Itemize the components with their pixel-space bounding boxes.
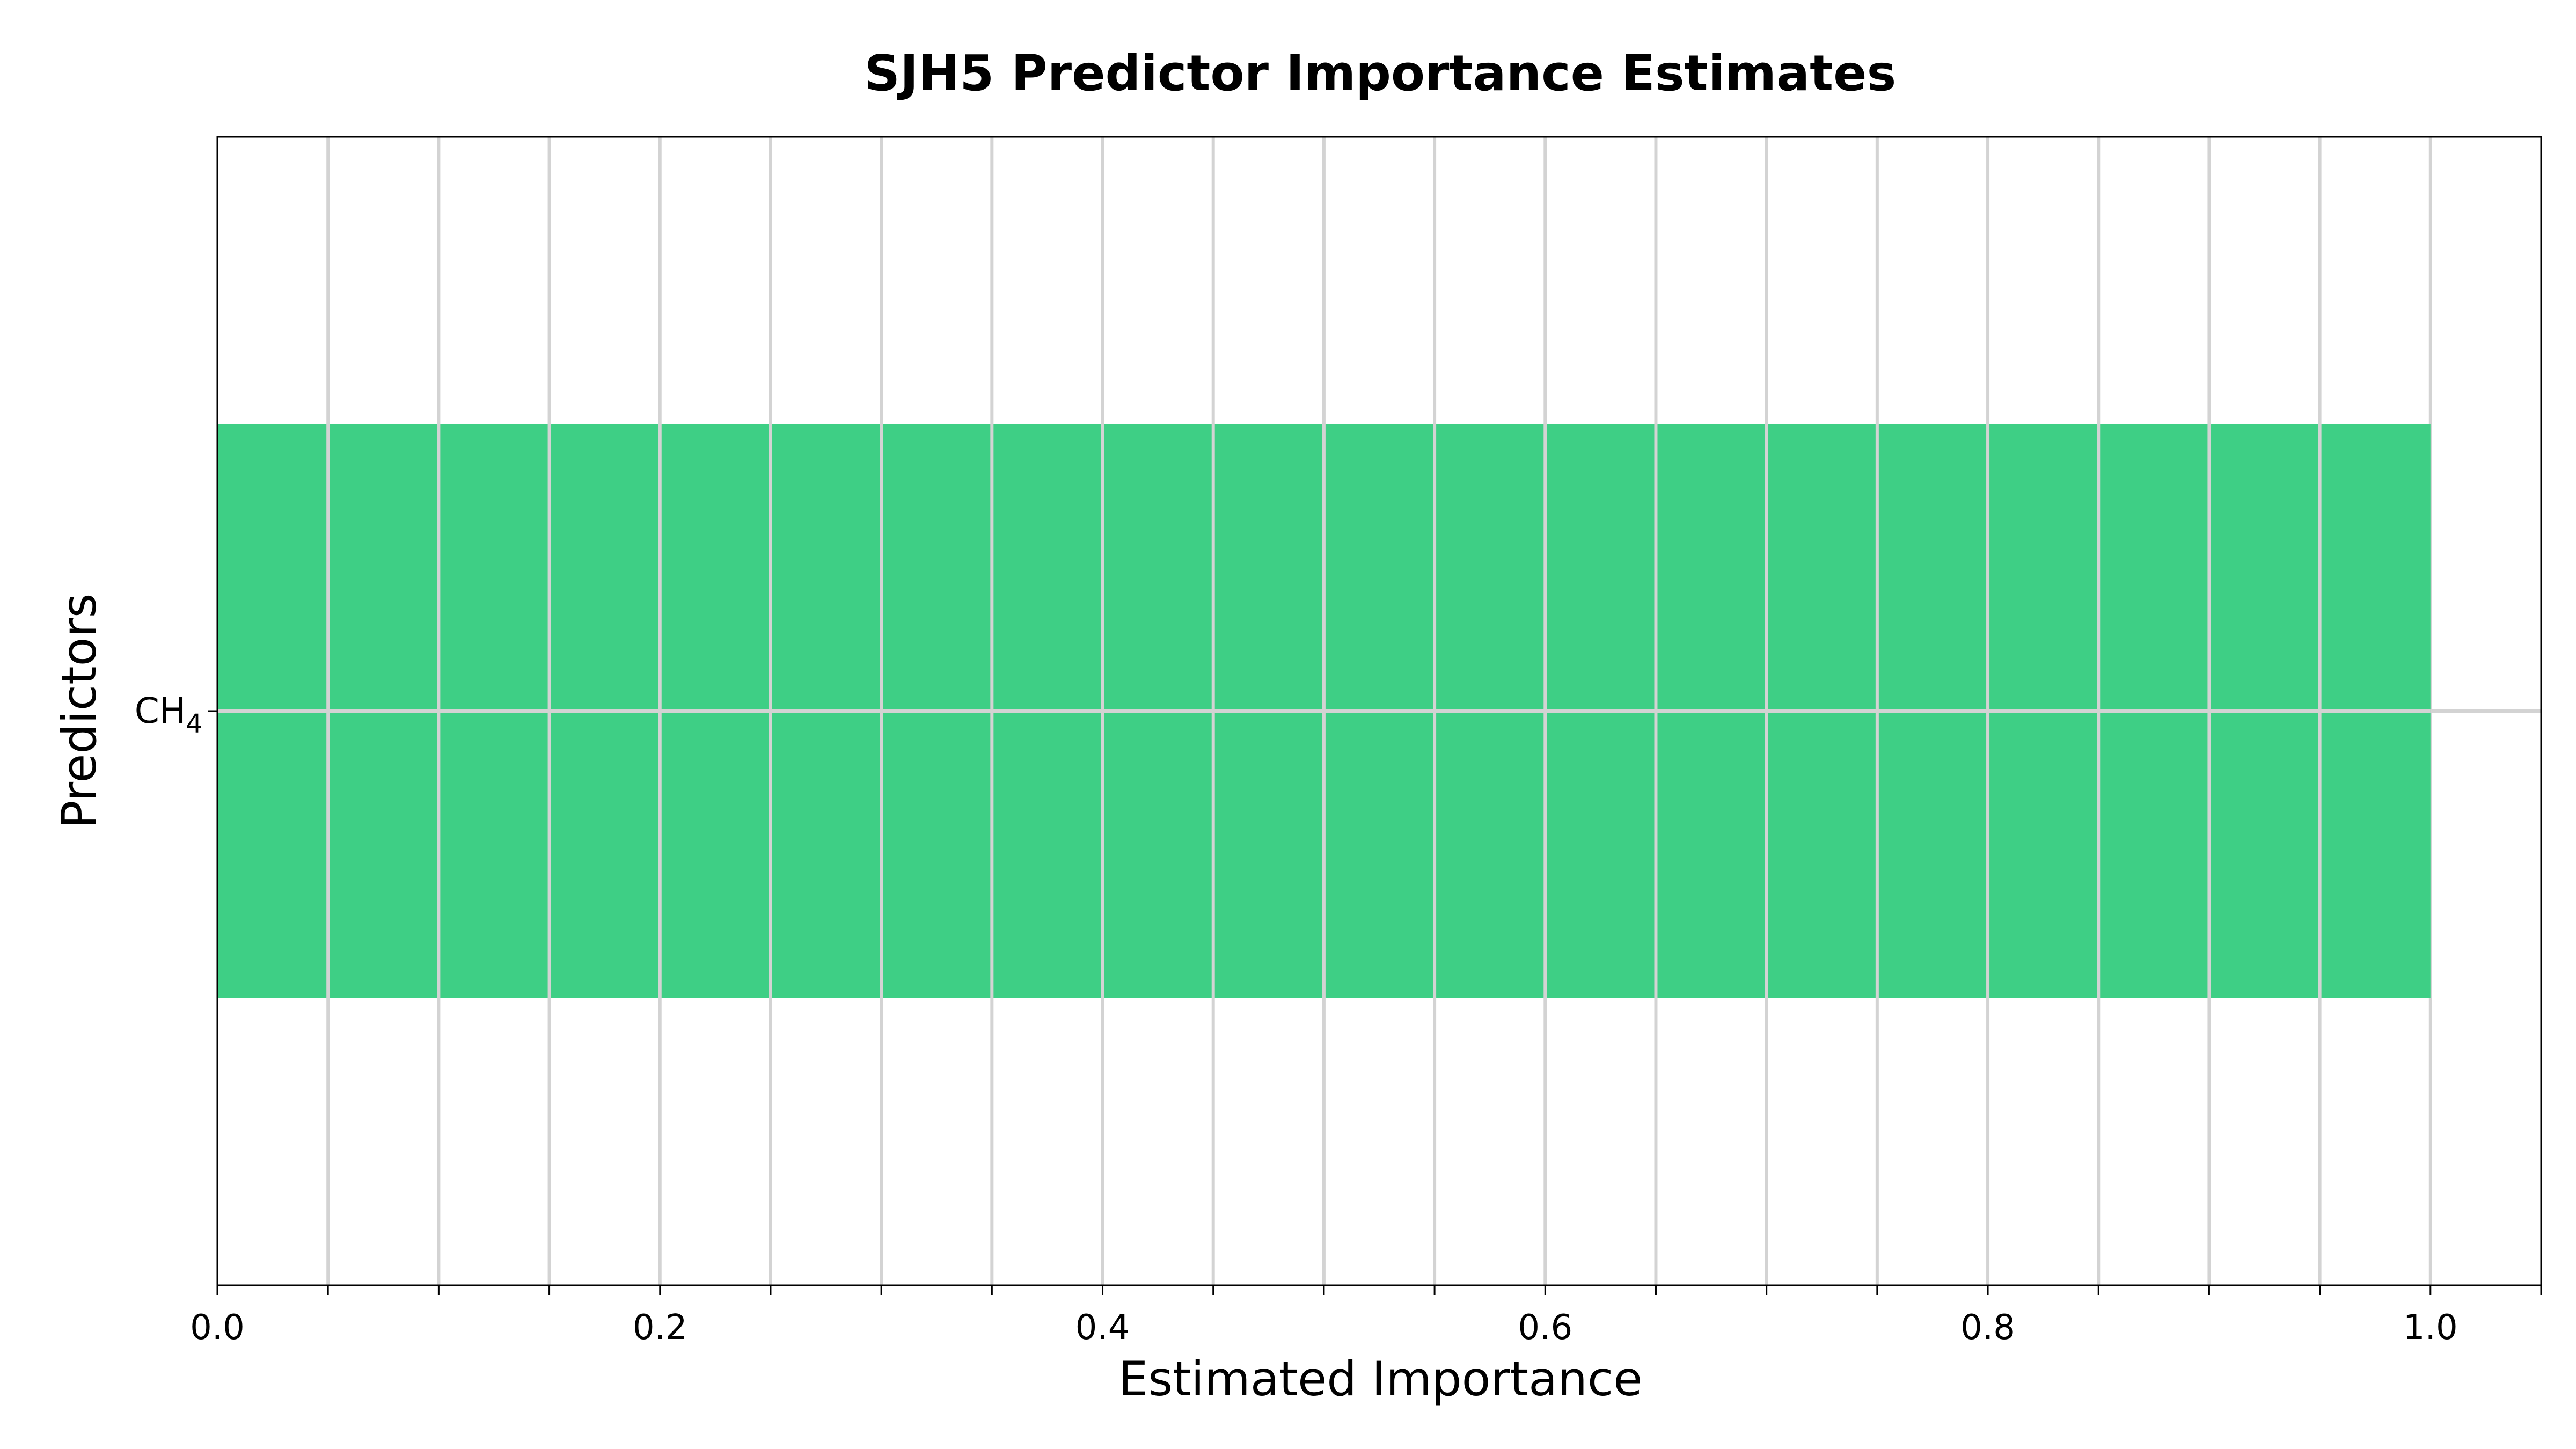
- axis-ticks: 0.0 0.2 0.4 0.6 0.8 1.0 CH4: [135, 690, 2542, 1348]
- x-tick-label: 0.2: [633, 1308, 687, 1348]
- y-tick-label: CH4: [135, 690, 202, 739]
- x-tick-label: 0.6: [1518, 1308, 1572, 1348]
- y-axis-label: Predictors: [52, 594, 107, 829]
- x-axis-label: Estimated Importance: [1118, 1351, 1643, 1407]
- x-tick-label: 0.4: [1075, 1308, 1130, 1348]
- x-tick-label: 1.0: [2403, 1308, 2458, 1348]
- x-tick-label: 0.8: [1960, 1308, 2015, 1348]
- bars: [217, 424, 2431, 998]
- grid-overlay: [217, 424, 2431, 998]
- chart-title: SJH5 Predictor Importance Estimates: [865, 45, 1896, 102]
- x-tick-label: 0.0: [190, 1308, 245, 1348]
